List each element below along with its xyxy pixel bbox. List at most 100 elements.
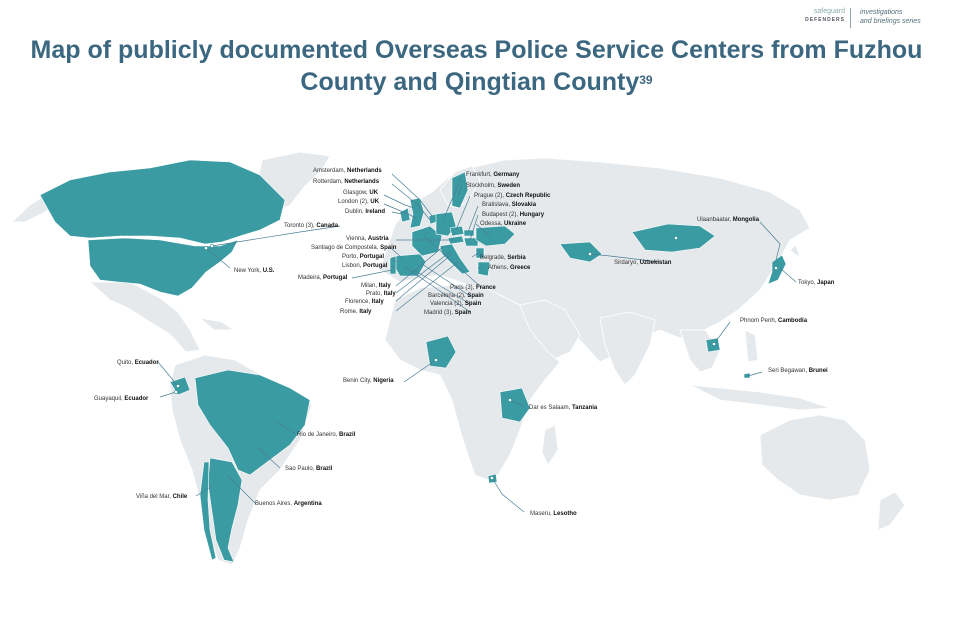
label-london: London (2), UK [338,199,380,205]
country-usa [87,237,239,297]
dot-maseru [490,476,494,480]
label-paris: Paris (3), France [450,285,496,291]
label-phnompenh: Phnom Penh, Cambodia [740,318,808,324]
land-indonesia [689,384,831,411]
country-mongolia [631,223,716,253]
country-hungary [463,237,479,247]
label-seri: Seri Begawan, Brunei [768,368,828,374]
land-australia [759,414,871,501]
leader-lines [157,173,797,513]
title-footnote: 39 [639,73,653,87]
label-frankfurt: Frankfurt, Germany [466,172,520,178]
dot-daressalaam [508,398,512,402]
dot-guayaquil [174,390,178,394]
dot-sirdaryo [588,252,592,256]
label-toronto: Toronto (3), Canada [284,223,339,229]
dot-quito [176,384,180,388]
dot-benin [434,358,438,362]
label-ulaanbaatar: Ulaanbaatar, Mongolia [697,217,760,223]
country-greece [477,261,491,277]
label-stockholm: Stockholm, Sweden [466,183,520,189]
land-philippines [744,329,759,363]
label-tokyo: Tokyo, Japan [798,280,835,286]
land-caribbean [198,317,236,331]
country-uzbekistan [559,241,603,263]
label-milan: Milan, Italy [361,283,391,289]
dot-ulaanbaatar [674,236,678,240]
land-africa [384,284,561,481]
dot-phnompenh [712,342,716,346]
title-line2: County and Qingtian County39 [0,66,953,98]
land-india [599,311,656,386]
label-budapest: Budapest (2), Hungary [482,212,545,218]
label-dublin: Dublin, Ireland [345,209,385,215]
label-rotterdam: Rotterdam, Netherlands [313,179,380,185]
label-amsterdam: Amsterdam, Netherlands [313,168,382,174]
country-france [411,225,443,257]
country-ireland [399,207,411,223]
country-ukraine [475,225,516,247]
land-newzealand [877,491,906,531]
branding: safeguard DEFENDERS investigations and b… [790,8,940,32]
label-saopaulo: Sao Paulo, Brazil [285,466,333,472]
label-lisbon: Lisbon, Portugal [342,263,388,269]
title-line1: Map of publicly documented Overseas Poli… [30,36,923,64]
dot-tokyo [774,266,778,270]
org-sub: DEFENDERS [805,17,845,23]
label-newyork: New York, U.S. [234,268,275,274]
land-mexico [88,281,201,353]
label-rome: Rome, Italy [340,309,372,315]
country-brazil [194,369,311,476]
label-quito: Quito, Ecuador [117,360,159,366]
country-uk [409,197,425,229]
label-madrid: Madrid (3), Spain [424,310,471,316]
label-maseru: Maseru, Lesotho [530,511,577,517]
label-madeira: Madeira, Portugal [298,275,348,281]
label-rio: Rio de Janeiro, Brazil [297,432,356,438]
label-prato: Prato, Italy [366,291,396,297]
label-prague: Prague (2), Czech Republic [474,193,551,199]
series-name: investigations and briefings series [860,8,921,26]
label-odessa: Odessa, Ukraine [480,221,527,227]
country-austria [447,235,465,245]
title-line2-text: County and Qingtian County [300,68,640,96]
country-canada [39,159,286,245]
label-buenosaires: Buenos Aires, Argentina [255,501,322,507]
country-brunei [743,372,751,379]
label-valencia: Valencia (2), Spain [430,301,482,307]
label-glasgow: Glasgow, UK [343,190,379,196]
label-vina: Viña del Mar, Chile [136,494,188,500]
page-title: Map of publicly documented Overseas Poli… [0,34,953,98]
country-nigeria [425,335,457,369]
country-tanzania [499,387,531,423]
label-barcelona: Barcelona (2), Spain [428,293,484,299]
dot-newyork [204,246,208,250]
dot-toronto [210,244,214,248]
label-sirdaryo: Sirdaryo, Uzbekistan [614,260,672,266]
highlighted-countries [39,159,787,563]
country-sweden [451,171,469,209]
brand-divider [850,8,851,28]
org-name: safeguard [813,8,845,15]
label-bratislava: Bratislava, Slovakia [482,202,537,208]
city-dots [174,236,778,480]
org-logo: safeguard DEFENDERS [805,8,845,24]
label-porto: Porto, Portugal [342,254,384,260]
label-vienna: Vienna, Austria [346,236,389,242]
label-daressalaam: Dar es Salaam, Tanzania [529,405,598,411]
country-argentina [207,457,243,563]
city-labels: Amsterdam, Netherlands Rotterdam, Nether… [94,168,835,517]
country-italy [439,243,471,275]
label-florence: Florence, Italy [345,299,384,305]
series-line1: investigations [860,9,903,16]
country-chile [199,461,217,561]
label-guayaquil: Guayaquil, Ecuador [94,396,149,402]
land-japan-base [789,244,801,260]
label-belgrade: Belgrade, Serbia [480,255,526,261]
land-madagascar [541,424,559,466]
label-benin: Benin City, Nigeria [343,378,394,384]
label-santiago: Santiago de Compostela, Spain [311,245,397,251]
series-line2: and briefings series [860,18,921,25]
label-athens: Athens, Greece [488,265,531,271]
